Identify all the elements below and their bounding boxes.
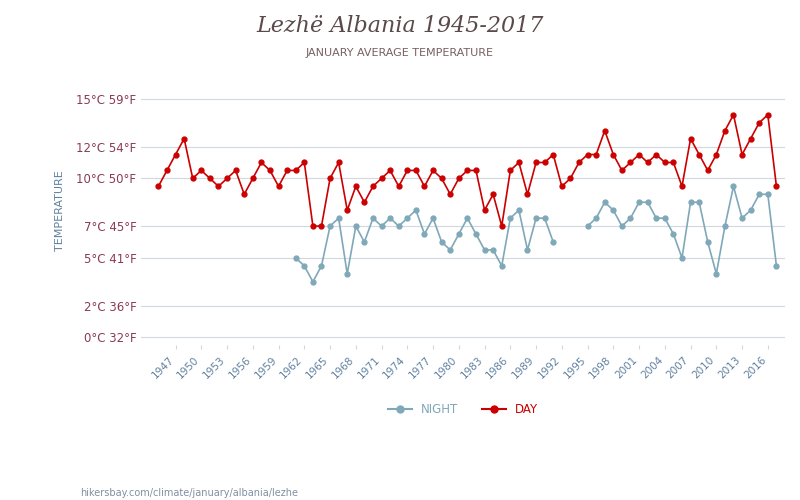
Text: JANUARY AVERAGE TEMPERATURE: JANUARY AVERAGE TEMPERATURE [306, 48, 494, 58]
Legend: NIGHT, DAY: NIGHT, DAY [383, 398, 543, 420]
Text: Lezhë Albania 1945-2017: Lezhë Albania 1945-2017 [256, 15, 544, 37]
Y-axis label: TEMPERATURE: TEMPERATURE [55, 170, 65, 250]
Text: hikersbay.com/climate/january/albania/lezhe: hikersbay.com/climate/january/albania/le… [80, 488, 298, 498]
